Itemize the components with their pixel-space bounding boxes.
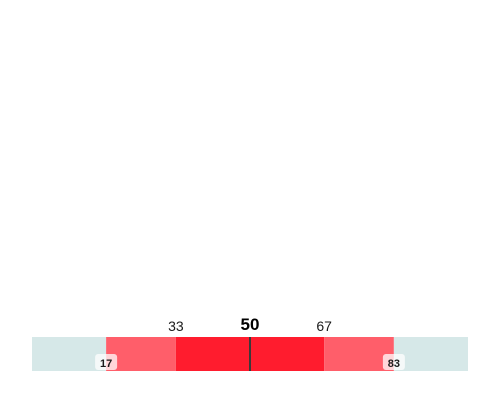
- end-label: 83: [388, 358, 400, 370]
- tick-label: 33: [168, 318, 184, 334]
- band-1: [106, 337, 176, 371]
- center-value-label: 50: [241, 315, 260, 334]
- end-label: 17: [100, 358, 112, 370]
- band-3: [324, 337, 394, 371]
- tick-label: 67: [316, 318, 332, 334]
- label-group: 33 50 67 17 83: [95, 315, 405, 370]
- band-0: [32, 337, 107, 371]
- band-4: [393, 337, 468, 371]
- band-group: [32, 337, 468, 371]
- end-label-bg: [382, 354, 405, 370]
- end-label-bg: [95, 354, 118, 370]
